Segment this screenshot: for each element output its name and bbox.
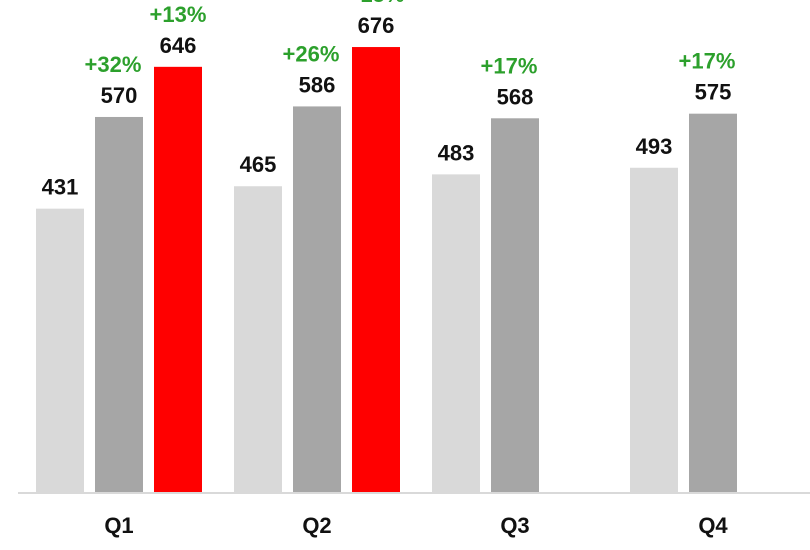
growth-labels-layer: +32% +13% +26% +15% +17% +17% (85, 0, 736, 78)
growth-label-q4-current-year: +17% (679, 49, 736, 74)
bar-q1-current-year (95, 116, 143, 493)
growth-label-q2-current-year: +26% (283, 41, 340, 66)
bar-q2-prior-year (234, 186, 282, 493)
value-label-q2-prior-year: 465 (240, 152, 277, 177)
bar-q2-highlight (352, 47, 400, 494)
category-label-q4: Q4 (698, 513, 728, 538)
bar-q1-prior-year (36, 208, 84, 493)
value-label-q1-current-year: 570 (101, 83, 138, 108)
bar-q3-current-year (491, 118, 539, 493)
value-label-q2-current-year: 586 (299, 72, 336, 97)
category-label-q3: Q3 (500, 513, 529, 538)
category-label-q1: Q1 (104, 513, 133, 538)
bar-q2-current-year (293, 106, 341, 493)
bars-layer (36, 47, 737, 494)
value-label-q1-highlight: 646 (160, 33, 197, 58)
bar-q4-current-year (689, 113, 737, 494)
value-label-q3-prior-year: 483 (438, 140, 475, 165)
growth-label-q2-highlight: +15% (348, 0, 405, 7)
value-label-q2-highlight: 676 (358, 13, 395, 38)
growth-label-q3-current-year: +17% (481, 53, 538, 78)
value-label-q1-prior-year: 431 (42, 175, 79, 200)
growth-label-q1-highlight: +13% (150, 2, 207, 27)
category-label-q2: Q2 (302, 513, 331, 538)
value-label-q4-prior-year: 493 (636, 134, 673, 159)
bar-q3-prior-year (432, 174, 480, 493)
category-labels-layer: Q1 Q2 Q3 Q4 (104, 513, 728, 538)
value-label-q3-current-year: 568 (497, 84, 534, 109)
bar-q1-highlight (154, 66, 202, 493)
growth-label-q1-current-year: +32% (85, 52, 142, 77)
value-label-q4-current-year: 575 (695, 80, 732, 105)
bar-q4-prior-year (630, 167, 678, 494)
value-labels-layer: 431 570 646 465 586 676 483 568 493 575 (42, 13, 732, 200)
